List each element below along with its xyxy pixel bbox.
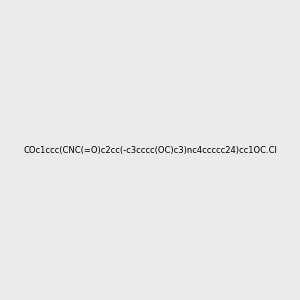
Text: COc1ccc(CNC(=O)c2cc(-c3cccc(OC)c3)nc4ccccc24)cc1OC.Cl: COc1ccc(CNC(=O)c2cc(-c3cccc(OC)c3)nc4ccc… [23,146,277,154]
